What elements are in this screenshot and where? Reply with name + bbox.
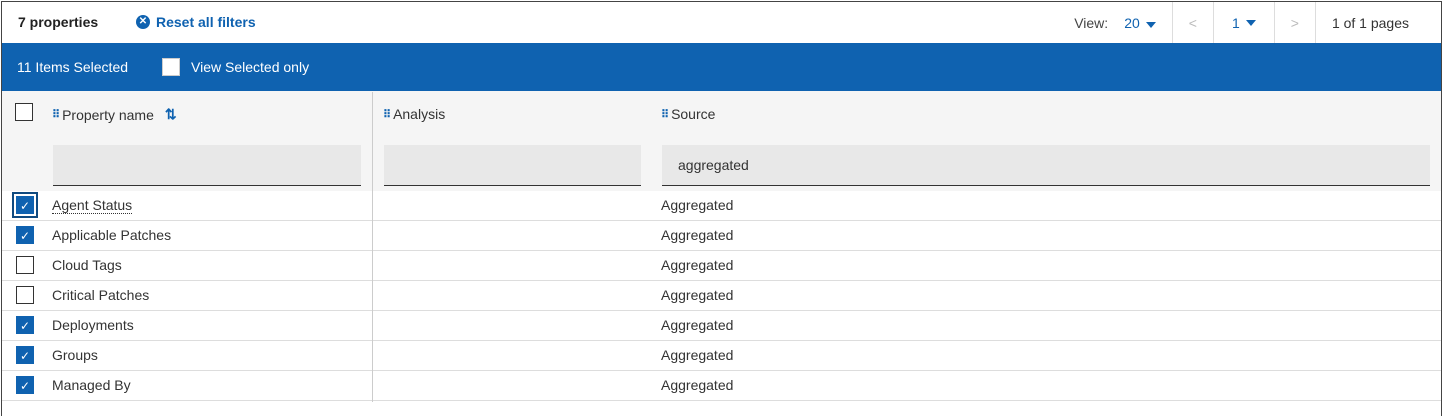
source-filter-input[interactable]: aggregated xyxy=(662,145,1430,186)
table-row[interactable]: ✓ Deployments Aggregated xyxy=(2,311,1441,341)
source-value: Aggregated xyxy=(661,257,734,273)
drag-handle-icon[interactable]: ⠿ xyxy=(661,108,669,121)
drag-handle-icon[interactable]: ⠿ xyxy=(383,108,391,121)
column-header-property-name[interactable]: ⠿ Property name ⇅ xyxy=(52,106,177,123)
property-name: Groups xyxy=(52,347,98,363)
table-row[interactable]: ✓ Agent Status Aggregated xyxy=(2,191,1441,221)
property-name: Cloud Tags xyxy=(52,257,122,273)
view-size: View: 20 xyxy=(1058,2,1172,43)
next-page-button[interactable]: > xyxy=(1273,2,1315,43)
page-size-value: 20 xyxy=(1124,14,1140,31)
column-label: Analysis xyxy=(393,106,446,122)
row-checkbox[interactable]: ✓ xyxy=(16,376,34,394)
analysis-filter-input[interactable] xyxy=(384,145,641,186)
property-name: Managed By xyxy=(52,377,131,393)
row-checkbox[interactable]: ✓ xyxy=(16,226,34,244)
row-checkbox[interactable]: ✓ xyxy=(16,346,34,364)
source-value: Aggregated xyxy=(661,197,734,213)
caret-down-icon xyxy=(1245,19,1256,26)
property-name-filter-input[interactable] xyxy=(53,145,361,186)
close-circle-icon: ✕ xyxy=(136,15,150,29)
property-name: Applicable Patches xyxy=(52,227,172,243)
table-row[interactable]: ✓ Managed By Aggregated xyxy=(2,371,1441,401)
source-value: Aggregated xyxy=(661,227,734,243)
table-row[interactable]: ✓ Applicable Patches Aggregated xyxy=(2,221,1441,251)
view-selected-checkbox[interactable] xyxy=(162,58,181,76)
source-value: Aggregated xyxy=(661,347,734,363)
row-checkbox[interactable]: ✓ xyxy=(16,316,34,334)
caret-down-icon xyxy=(1145,21,1156,28)
reset-filters-button[interactable]: ✕ Reset all filters xyxy=(136,14,256,30)
table-row[interactable]: ✓ Groups Aggregated xyxy=(2,341,1441,371)
table-header: ⠿ Property name ⇅ ⠿ Analysis ⠿ Source aggreg… xyxy=(2,91,1441,191)
selected-count: 11 Items Selected xyxy=(17,59,129,75)
page-info: 1 of 1 pages xyxy=(1314,2,1441,43)
pagination: View: 20 < 1 > 1 of 1 pages xyxy=(1058,2,1441,43)
row-checkbox[interactable] xyxy=(16,256,34,274)
column-header-analysis[interactable]: ⠿ Analysis xyxy=(383,106,445,122)
column-header-source[interactable]: ⠿ Source xyxy=(661,106,715,122)
row-checkbox[interactable] xyxy=(16,286,34,304)
column-label: Source xyxy=(671,106,716,122)
column-divider xyxy=(372,92,373,402)
property-name: Critical Patches xyxy=(52,287,150,303)
property-name: Deployments xyxy=(52,317,134,333)
row-checkbox[interactable]: ✓ xyxy=(12,192,38,218)
view-label: View: xyxy=(1074,14,1109,31)
source-value: Aggregated xyxy=(661,287,734,303)
sort-icon[interactable]: ⇅ xyxy=(164,106,177,122)
prev-page-button[interactable]: < xyxy=(1171,2,1213,43)
source-value: Aggregated xyxy=(661,317,734,333)
reset-label: Reset all filters xyxy=(156,14,256,30)
drag-handle-icon[interactable]: ⠿ xyxy=(52,109,60,121)
source-value: Aggregated xyxy=(661,377,734,393)
toolbar: 7 properties ✕ Reset all filters View: 20 … xyxy=(2,2,1441,43)
column-label: Property name xyxy=(62,106,154,123)
page-size-select[interactable]: 20 xyxy=(1124,15,1156,31)
view-selected-label: View Selected only xyxy=(191,59,310,75)
selection-bar: 11 Items Selected View Selected only xyxy=(2,43,1441,91)
property-count: 7 properties xyxy=(18,14,99,30)
page-value: 1 xyxy=(1231,14,1240,31)
table-body: ✓ Agent Status Aggregated ✓ Applicable Patch… xyxy=(2,191,1441,401)
table-row[interactable]: Critical Patches Aggregated xyxy=(2,281,1441,311)
property-name[interactable]: Agent Status xyxy=(52,197,133,214)
select-all-checkbox[interactable] xyxy=(15,103,33,121)
view-selected-toggle[interactable]: View Selected only xyxy=(162,58,309,76)
page-select[interactable]: 1 xyxy=(1212,2,1274,43)
table-row[interactable]: Cloud Tags Aggregated xyxy=(2,251,1441,281)
